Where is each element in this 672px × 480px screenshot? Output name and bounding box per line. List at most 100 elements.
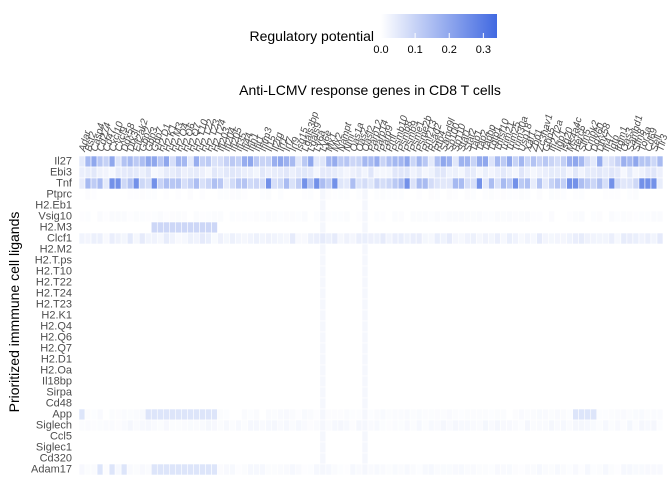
heatmap-cell bbox=[217, 210, 224, 223]
heatmap-cell bbox=[114, 166, 122, 179]
heatmap-cell bbox=[494, 232, 501, 245]
heatmap-cell bbox=[572, 408, 580, 421]
heatmap-cell bbox=[391, 188, 399, 201]
heatmap-cell bbox=[144, 188, 152, 201]
heatmap-cell bbox=[325, 188, 333, 201]
heatmap-cell bbox=[391, 463, 399, 476]
heatmap-cell bbox=[277, 419, 284, 432]
heatmap-cell bbox=[295, 177, 303, 190]
heatmap-cell bbox=[265, 463, 272, 476]
heatmap-cell bbox=[439, 210, 447, 223]
heatmap-cell bbox=[524, 463, 531, 476]
heatmap-cell bbox=[536, 188, 543, 201]
heatmap-cell bbox=[524, 419, 531, 432]
heatmap-cell bbox=[126, 155, 134, 168]
heatmap-cell bbox=[361, 210, 369, 223]
heatmap-cell bbox=[373, 419, 381, 432]
heatmap-cell bbox=[295, 155, 303, 168]
heatmap-cell bbox=[470, 166, 477, 179]
heatmap-cell bbox=[84, 210, 92, 223]
heatmap-cell bbox=[289, 408, 297, 421]
heatmap-cell bbox=[301, 166, 309, 179]
heatmap-cell bbox=[102, 210, 110, 223]
heatmap-cell bbox=[391, 155, 399, 168]
heatmap-cell bbox=[361, 188, 369, 201]
heatmap-cell bbox=[295, 419, 303, 432]
heatmap-cell bbox=[397, 408, 405, 421]
heatmap-cell bbox=[169, 166, 176, 179]
heatmap-cell bbox=[361, 375, 369, 388]
heatmap-cell bbox=[524, 210, 531, 223]
heatmap-cell bbox=[307, 155, 315, 168]
heatmap-cell bbox=[427, 408, 435, 421]
heatmap-cell bbox=[114, 408, 122, 421]
heatmap-cell bbox=[337, 408, 345, 421]
heatmap-cell bbox=[373, 232, 381, 245]
y-tick-label: Il18bp bbox=[42, 376, 72, 388]
heatmap-cell bbox=[554, 232, 561, 245]
x-tick-label: Ly6a bbox=[312, 129, 328, 153]
heatmap-cell bbox=[150, 188, 158, 201]
heatmap-cell bbox=[560, 177, 567, 190]
heatmap-cell bbox=[608, 463, 616, 476]
heatmap-cell bbox=[181, 419, 188, 432]
heatmap-cell bbox=[156, 232, 164, 245]
heatmap-cell bbox=[512, 210, 519, 223]
heatmap-cell bbox=[361, 155, 369, 168]
heatmap-cell bbox=[385, 419, 393, 432]
heatmap-cell bbox=[138, 463, 146, 476]
heatmap-cell bbox=[84, 419, 92, 432]
heatmap-cell bbox=[319, 331, 327, 344]
x-tick-label: Ifi44 bbox=[240, 131, 256, 153]
heatmap-cell bbox=[301, 188, 309, 201]
heatmap-cell bbox=[464, 166, 471, 179]
heatmap-cell bbox=[132, 419, 140, 432]
heatmap-cell bbox=[120, 408, 128, 421]
heatmap-cell bbox=[433, 166, 441, 179]
heatmap-cell bbox=[433, 188, 441, 201]
heatmap-cell bbox=[181, 166, 188, 179]
heatmap-cell bbox=[470, 177, 477, 190]
heatmap-cell bbox=[409, 408, 417, 421]
heatmap-cell bbox=[343, 177, 351, 190]
heatmap-cell bbox=[343, 463, 351, 476]
heatmap-cell bbox=[187, 155, 194, 168]
heatmap-cell bbox=[524, 166, 531, 179]
heatmap-cell bbox=[319, 320, 327, 333]
heatmap-cell bbox=[277, 177, 284, 190]
heatmap-cell bbox=[229, 155, 236, 168]
heatmap-cell bbox=[650, 155, 658, 168]
heatmap-cell bbox=[138, 232, 146, 245]
heatmap-cell bbox=[319, 408, 327, 421]
x-tick-label: Ifih1 bbox=[246, 132, 262, 153]
heatmap-cell bbox=[205, 166, 212, 179]
heatmap-cell bbox=[488, 177, 495, 190]
y-tick-label: H2.Oa bbox=[40, 365, 73, 377]
y-tick-label: H2.T.ps bbox=[35, 255, 73, 267]
heatmap-cell bbox=[325, 463, 333, 476]
heatmap-cell bbox=[536, 210, 543, 223]
heatmap-cell bbox=[482, 463, 489, 476]
heatmap-cell bbox=[144, 155, 152, 168]
heatmap-cell bbox=[217, 419, 224, 432]
heatmap-cell bbox=[626, 232, 634, 245]
heatmap-cell bbox=[247, 166, 254, 179]
heatmap-cell bbox=[433, 210, 441, 223]
heatmap-cell bbox=[530, 463, 537, 476]
heatmap-cell bbox=[289, 166, 297, 179]
heatmap-cell bbox=[415, 166, 423, 179]
heatmap-cell bbox=[403, 232, 411, 245]
heatmap-cell bbox=[403, 408, 411, 421]
heatmap-cell bbox=[217, 408, 224, 421]
y-tick-label: H2.T24 bbox=[36, 288, 72, 300]
heatmap-cell bbox=[259, 166, 266, 179]
heatmap-cell bbox=[247, 408, 254, 421]
x-tick-labels: AdarBst2Casp4Cd274Cd47Cxcl10Cxcl9Ddx58Dt… bbox=[77, 110, 670, 153]
heatmap-cell bbox=[554, 166, 561, 179]
heatmap-cell bbox=[584, 177, 592, 190]
heatmap-cell bbox=[84, 408, 92, 421]
heatmap-cell bbox=[355, 166, 363, 179]
heatmap-cell bbox=[96, 408, 104, 421]
heatmap-cell bbox=[451, 463, 459, 476]
